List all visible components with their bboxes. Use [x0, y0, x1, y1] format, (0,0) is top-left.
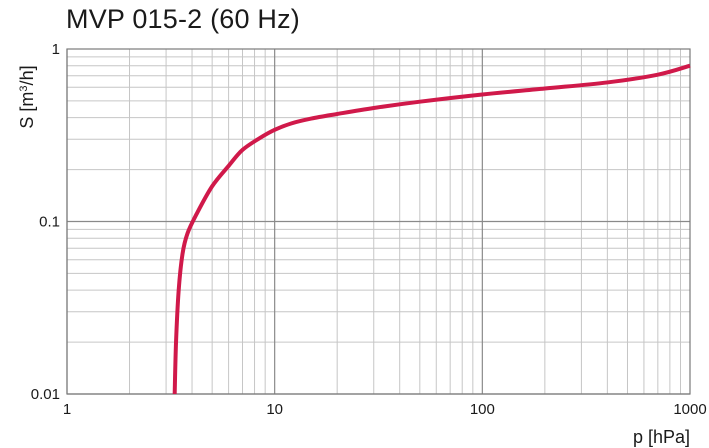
y-axis-label-suffix: /h] — [17, 65, 37, 85]
y-axis-label: S [m3/h] — [17, 65, 37, 128]
y-tick-labels: 0.01 0.1 1 — [31, 41, 60, 403]
plot-frame — [66, 48, 691, 395]
x-tick-label: 1000 — [673, 401, 706, 418]
x-axis-label: p [hPa] — [633, 427, 690, 447]
series-layer — [172, 63, 691, 395]
y-axis-label-prefix: S [m — [17, 92, 37, 129]
series-line — [172, 63, 691, 395]
y-tick-label: 1 — [52, 41, 60, 58]
y-axis-label-sup: 3 — [18, 85, 30, 91]
x-tick-labels: 1 10 100 1000 — [63, 401, 707, 418]
x-tick-label: 100 — [470, 401, 495, 418]
y-tick-label: 0.1 — [39, 214, 60, 231]
x-tick-label: 1 — [63, 401, 71, 418]
x-tick-label: 10 — [266, 401, 283, 418]
chart-title: MVP 015-2 (60 Hz) — [66, 4, 300, 34]
y-tick-label: 0.01 — [31, 386, 60, 403]
